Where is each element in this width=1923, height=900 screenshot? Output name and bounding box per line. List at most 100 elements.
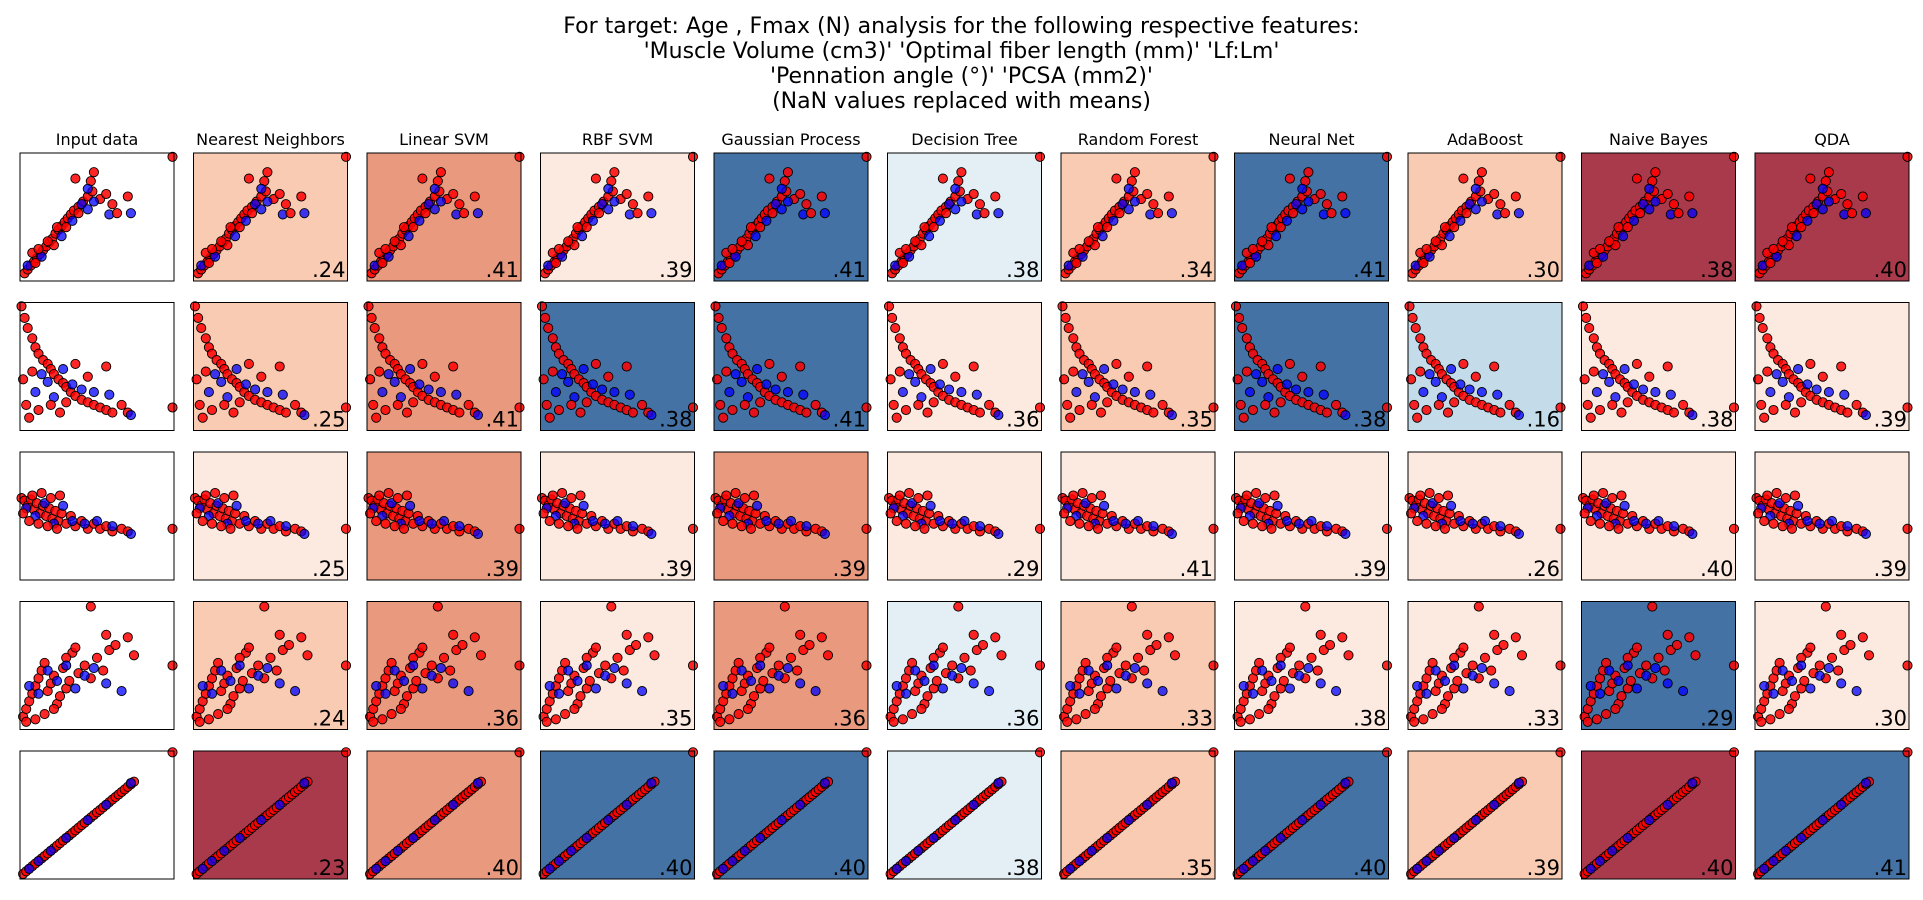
data-point (727, 243, 738, 255)
data-point (1613, 523, 1624, 534)
data-point (801, 521, 812, 532)
data-point (1074, 856, 1085, 867)
data-point (1789, 407, 1801, 418)
data-point (1513, 528, 1524, 539)
data-point (24, 863, 35, 874)
data-point (33, 243, 44, 255)
data-point (1820, 601, 1831, 612)
data-point (70, 358, 81, 369)
data-point (299, 777, 310, 789)
data-point (1765, 714, 1776, 725)
data-point (1678, 399, 1689, 410)
subplot-panel: .16 (1404, 301, 1566, 432)
data-point (1802, 379, 1813, 390)
plot-frame (540, 152, 695, 282)
data-point (1068, 490, 1079, 501)
data-point (910, 665, 921, 676)
data-point (928, 832, 939, 844)
data-point (1086, 493, 1097, 504)
data-point (736, 236, 747, 247)
subplot-panel: .40 (1232, 747, 1393, 880)
data-point (1588, 366, 1599, 377)
data-point (1659, 665, 1670, 676)
data-point (544, 863, 555, 874)
data-point (687, 660, 699, 671)
data-point (861, 523, 872, 534)
data-point (167, 747, 178, 758)
data-point (736, 521, 747, 532)
data-point (907, 709, 918, 720)
data-point (1095, 691, 1107, 702)
accuracy-score: .30 (1527, 258, 1560, 282)
data-point (900, 688, 912, 699)
data-point (240, 215, 251, 226)
data-point (944, 384, 955, 395)
data-point (1768, 688, 1779, 699)
data-point (111, 208, 123, 219)
data-point (290, 686, 301, 697)
data-point (1836, 188, 1847, 200)
accuracy-score: .39 (1353, 557, 1386, 581)
data-point (1111, 173, 1122, 184)
data-point (1404, 301, 1415, 312)
data-point (398, 222, 410, 233)
data-point (417, 358, 428, 369)
data-point (1610, 703, 1621, 715)
data-point (1415, 333, 1426, 344)
data-point (1579, 508, 1590, 519)
data-point (1257, 521, 1268, 532)
data-point (1673, 208, 1684, 219)
data-point (1768, 243, 1779, 255)
data-point (240, 516, 251, 527)
data-point (590, 683, 601, 694)
data-point (426, 670, 437, 681)
data-point (947, 518, 958, 529)
data-point (861, 747, 872, 758)
data-point (1771, 369, 1782, 380)
data-point (1817, 183, 1828, 194)
data-point (1095, 407, 1107, 418)
data-point (1208, 523, 1219, 534)
data-point (51, 523, 63, 534)
accuracy-score: .39 (486, 557, 519, 581)
subplot-panel: .38 (1230, 301, 1393, 432)
data-point (890, 323, 901, 334)
data-point (1823, 167, 1834, 178)
data-point (1594, 404, 1606, 416)
accuracy-score: .24 (312, 258, 345, 282)
subplot-panel: .36 (365, 601, 525, 731)
data-point (101, 188, 112, 200)
data-point (1272, 364, 1283, 375)
accuracy-score: .24 (312, 707, 345, 731)
data-point (965, 665, 976, 676)
data-point (718, 863, 729, 874)
data-point (590, 358, 601, 369)
data-point (536, 301, 548, 312)
data-point (274, 799, 285, 810)
data-point (1306, 652, 1317, 663)
plot-frame (1060, 451, 1216, 581)
subplot-panel: .38 (1581, 151, 1740, 282)
data-point (745, 523, 757, 534)
data-point (24, 412, 35, 423)
data-point (1424, 369, 1435, 380)
data-point (435, 196, 446, 207)
data-point (1449, 397, 1460, 408)
data-point (1690, 650, 1701, 661)
accuracy-score: .38 (1700, 408, 1733, 432)
data-point (1607, 493, 1618, 504)
data-point (1628, 215, 1639, 226)
data-point (1467, 670, 1478, 681)
data-point (1257, 376, 1268, 387)
data-point (1034, 747, 1046, 758)
data-point (1662, 678, 1673, 689)
data-point (1412, 680, 1423, 692)
data-point (776, 183, 787, 194)
data-point (913, 399, 924, 410)
data-point (27, 490, 38, 501)
subplot-panel: .23 (191, 747, 352, 880)
data-point (514, 523, 525, 534)
data-point (438, 652, 450, 663)
data-point (761, 215, 772, 226)
data-point (33, 856, 44, 867)
